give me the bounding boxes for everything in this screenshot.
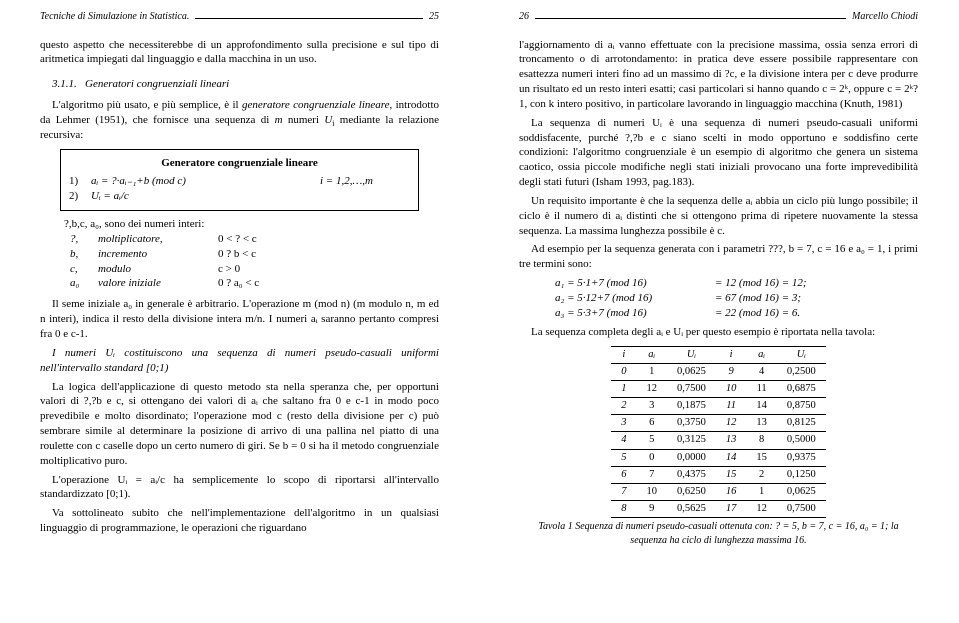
sequence-table: i aᵢ Uᵢ i aᵢ Uᵢ 010,0625940,25001120,750… <box>611 346 826 519</box>
table-row: 890,562517120,7500 <box>611 501 826 518</box>
paragraph: La sequenza di numeri Uᵢ è una sequenza … <box>519 116 918 190</box>
table-row: 230,187511140,8750 <box>611 398 826 415</box>
paragraph: L'algoritmo più usato, e più semplice, è… <box>40 98 439 143</box>
box-range: i = 1,2,…,m <box>320 174 410 189</box>
box-line-num: 2) <box>69 189 91 204</box>
header-title: Tecniche di Simulazione in Statistica. <box>40 10 189 24</box>
header-page-num: 26 <box>519 10 529 24</box>
table-row: 670,43751520,1250 <box>611 466 826 483</box>
paragraph: La sequenza completa degli aᵢ e Uᵢ per q… <box>519 325 918 340</box>
box-equation: aᵢ = ?·aᵢ₋₁+b (mod c) <box>91 174 320 189</box>
header-rule <box>195 18 423 19</box>
param-list: ?,b,c, a₀, sono dei numeri interi: ?,mol… <box>70 217 409 291</box>
box-line-num: 1) <box>69 174 91 189</box>
table-row: 500,000014150,9375 <box>611 449 826 466</box>
table-caption: Tavola 1 Sequenza di numeri pseudo-casua… <box>519 520 918 547</box>
paragraph: questo aspetto che necessiterebbe di un … <box>40 38 439 68</box>
paragraph: Un requisito importante è che la sequenz… <box>519 194 918 239</box>
table-row: 010,0625940,2500 <box>611 363 826 380</box>
box-title: Generatore congruenziale lineare <box>69 156 410 171</box>
equation-block: a₁ = 5·1+7 (mod 16)= 12 (mod 16) = 12; a… <box>555 276 918 321</box>
table-head-row: i aᵢ Uᵢ i aᵢ Uᵢ <box>611 346 826 363</box>
page-left: Tecniche di Simulazione in Statistica. 2… <box>0 0 479 623</box>
box-equation: Uᵢ = aᵢ/c <box>91 189 320 204</box>
table-row: 450,31251380,5000 <box>611 432 826 449</box>
paragraph: l'aggiornamento di aᵢ vanno effettuate c… <box>519 38 918 112</box>
algorithm-box: Generatore congruenziale lineare 1) aᵢ =… <box>60 149 419 212</box>
header-author: Marcello Chiodi <box>852 10 918 24</box>
table-row: 7100,62501610,0625 <box>611 483 826 500</box>
table-row: 360,375012130,8125 <box>611 415 826 432</box>
section-heading: 3.1.1. Generatori congruenziali lineari <box>40 77 439 92</box>
paragraph: Ad esempio per la sequenza generata con … <box>519 242 918 272</box>
section-title-text: Generatori congruenziali lineari <box>85 78 229 90</box>
table-row: 1120,750010110,6875 <box>611 380 826 397</box>
paragraph: La logica dell'applicazione di questo me… <box>40 380 439 469</box>
header-left: Tecniche di Simulazione in Statistica. 2… <box>40 10 439 24</box>
header-page-num: 25 <box>429 10 439 24</box>
param-intro: ?,b,c, a₀, sono dei numeri interi: <box>70 217 409 232</box>
section-number: 3.1.1. <box>52 78 77 90</box>
paragraph: L'operazione Uᵢ = aᵢ/c ha semplicemente … <box>40 473 439 503</box>
header-right: 26 Marcello Chiodi <box>519 10 918 24</box>
paragraph: I numeri Uᵢ costituiscono una sequenza d… <box>40 346 439 376</box>
paragraph: Va sottolineato subito che nell'implemen… <box>40 506 439 536</box>
header-rule <box>535 18 846 19</box>
page-right: 26 Marcello Chiodi l'aggiornamento di aᵢ… <box>479 0 958 623</box>
paragraph: Il seme iniziale a₀ in generale è arbitr… <box>40 297 439 342</box>
